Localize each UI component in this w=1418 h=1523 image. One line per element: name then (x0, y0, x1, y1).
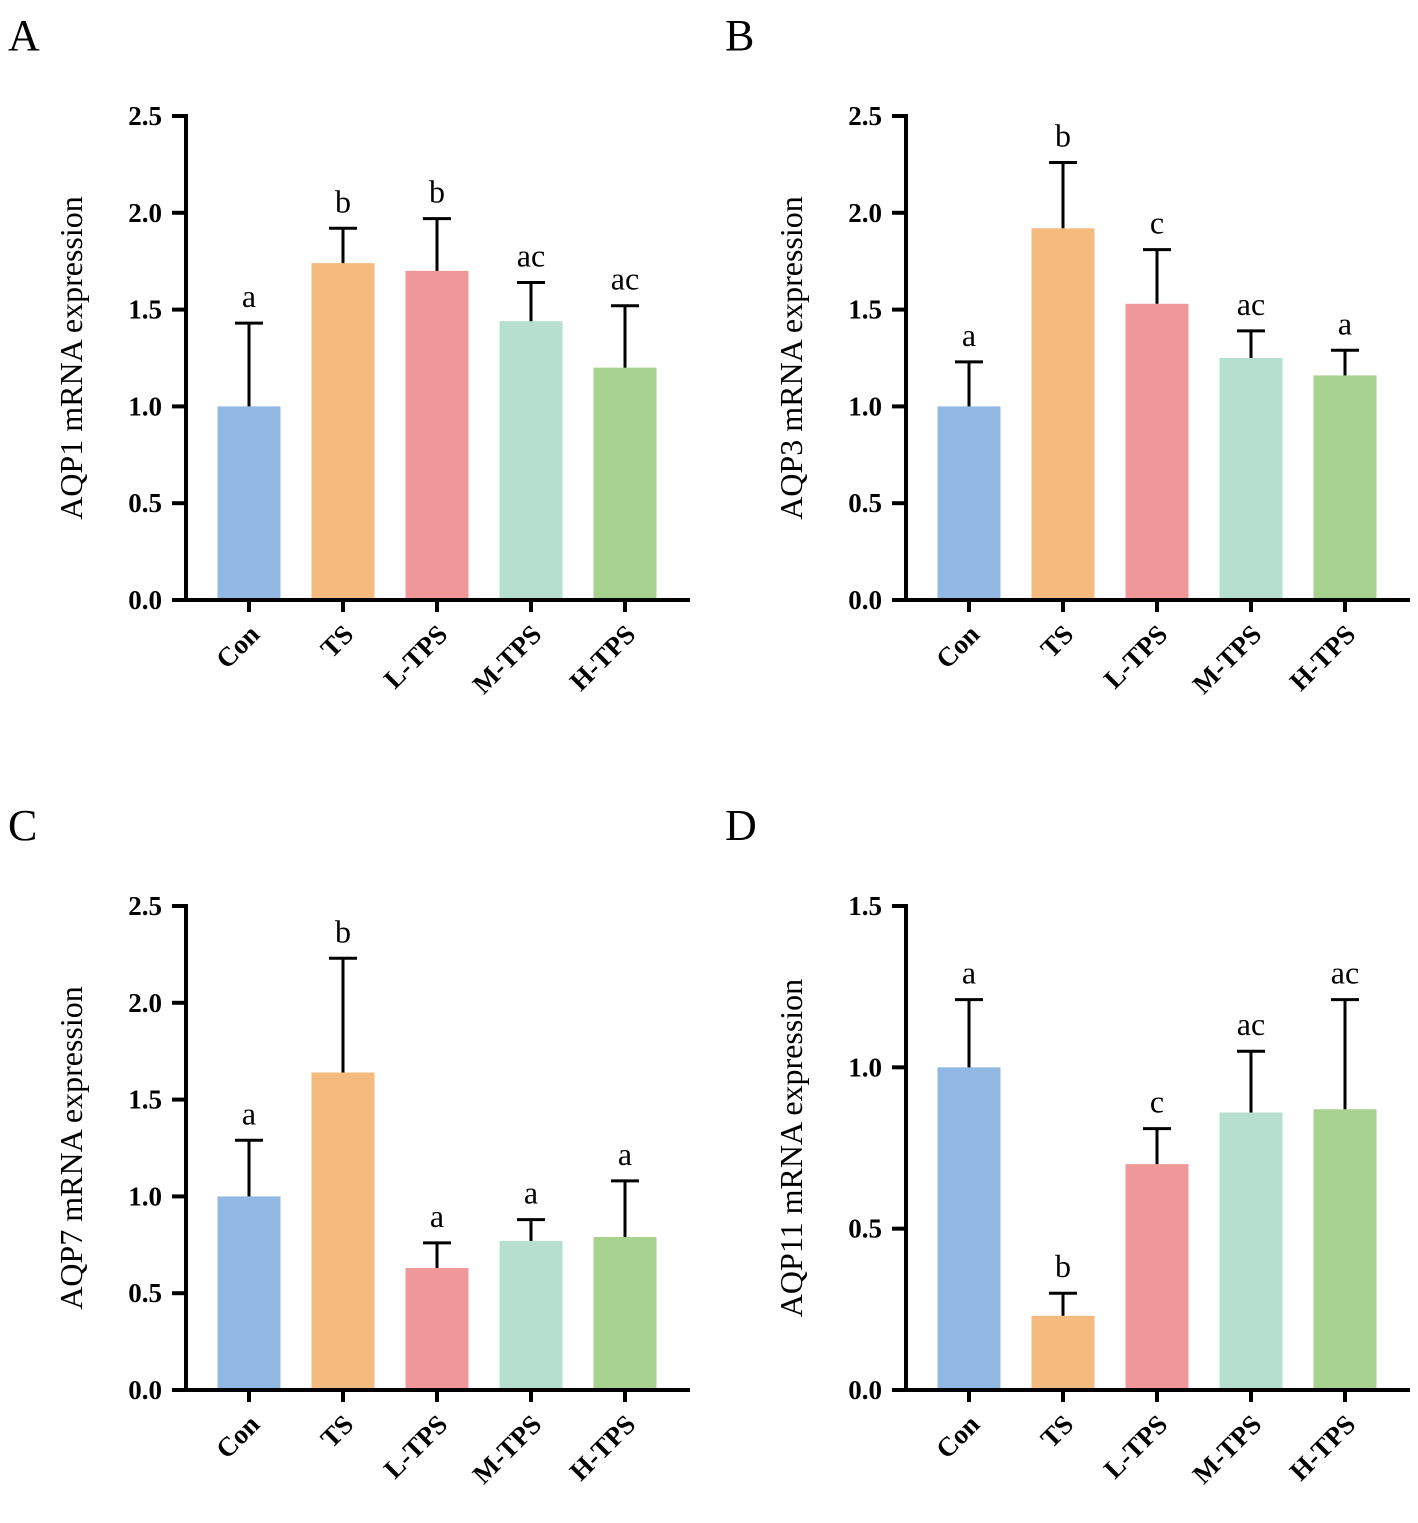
x-tick-label: Con (930, 1409, 985, 1464)
x-tick-label: L-TPS (1098, 619, 1173, 694)
significance-label: b (335, 913, 351, 949)
y-tick-label: 1.5 (848, 295, 882, 325)
x-tick-label: L-TPS (1098, 1409, 1173, 1484)
bar-m-tps (499, 321, 563, 600)
panel-c: C AQP7 mRNA expression a Con b TS a L-TPS a M-TPS… (8, 801, 690, 1490)
x-tick-label: M-TPS (1187, 1409, 1268, 1490)
bar-m-tps (1219, 358, 1283, 600)
y-tick-label: 1.0 (128, 1181, 162, 1211)
x-tick-label: TS (1035, 1409, 1080, 1454)
y-tick-label: 0.5 (848, 488, 882, 518)
y-axis-label: AQP11 mRNA expression (773, 979, 809, 1317)
x-tick-label: Con (930, 619, 985, 674)
y-tick-label: 2.0 (848, 198, 882, 228)
y-tick-label: 2.0 (128, 988, 162, 1018)
y-tick-label: 2.5 (848, 101, 882, 131)
panel-letter: C (8, 801, 37, 850)
significance-label: c (1150, 205, 1164, 241)
bar-h-tps (593, 1237, 657, 1390)
x-tick-label: H-TPS (1284, 1409, 1361, 1486)
y-tick-label: 1.0 (848, 391, 882, 421)
x-tick-label: L-TPS (378, 1409, 453, 1484)
x-tick-label: TS (315, 619, 360, 664)
panel-d: D AQP11 mRNA expression a Con b TS c L-TPS ac M-T… (725, 801, 1410, 1490)
bar-l-tps (405, 270, 469, 600)
significance-label: a (962, 955, 976, 991)
x-tick-label: L-TPS (378, 619, 453, 694)
x-tick-label: TS (1035, 619, 1080, 664)
x-tick-label: M-TPS (467, 619, 548, 700)
significance-label: c (1150, 1084, 1164, 1120)
bar-ts (1031, 1315, 1095, 1390)
bar-l-tps (405, 1268, 469, 1390)
y-tick-label: 1.5 (128, 1085, 162, 1115)
significance-label: ac (1237, 286, 1265, 322)
bar-l-tps (1125, 1164, 1189, 1390)
bar-h-tps (1313, 375, 1377, 600)
bar-con (937, 1067, 1001, 1390)
x-tick-label: TS (315, 1409, 360, 1454)
bar-con (217, 406, 281, 600)
panel-letter: A (8, 11, 40, 60)
y-tick-label: 1.0 (848, 1052, 882, 1082)
y-tick-label: 2.0 (128, 198, 162, 228)
x-tick-label: H-TPS (564, 619, 641, 696)
significance-label: b (429, 174, 445, 210)
x-tick-label: H-TPS (1284, 619, 1361, 696)
significance-label: a (524, 1175, 538, 1211)
bar-m-tps (499, 1240, 563, 1390)
significance-label: a (618, 1136, 632, 1172)
bar-h-tps (593, 367, 657, 600)
y-tick-label: 1.5 (848, 891, 882, 921)
panel-letter: D (725, 801, 757, 850)
significance-label: ac (517, 237, 545, 273)
significance-label: a (1338, 305, 1352, 341)
y-axis-label: AQP1 mRNA expression (53, 196, 89, 520)
bar-con (937, 406, 1001, 600)
y-tick-label: 1.5 (128, 295, 162, 325)
bar-h-tps (1313, 1109, 1377, 1390)
y-axis-label: AQP3 mRNA expression (773, 196, 809, 520)
significance-label: a (242, 1095, 256, 1131)
bar-ts (1031, 228, 1095, 600)
y-tick-label: 0.5 (848, 1214, 882, 1244)
x-tick-label: M-TPS (1187, 619, 1268, 700)
y-tick-label: 0.5 (128, 488, 162, 518)
significance-label: ac (611, 261, 639, 297)
y-tick-label: 0.0 (848, 585, 882, 615)
bar-con (217, 1196, 281, 1390)
significance-label: a (242, 278, 256, 314)
y-tick-label: 0.0 (848, 1375, 882, 1405)
panel-b: B AQP3 mRNA expression a Con b TS c L-TPS ac M-TP… (725, 11, 1410, 700)
y-tick-label: 2.5 (128, 101, 162, 131)
significance-label: b (1055, 117, 1071, 153)
y-tick-label: 0.0 (128, 585, 162, 615)
bar-ts (311, 1072, 375, 1390)
y-tick-label: 1.0 (128, 391, 162, 421)
significance-label: ac (1331, 955, 1359, 991)
y-tick-label: 0.0 (128, 1375, 162, 1405)
significance-label: b (1055, 1248, 1071, 1284)
x-tick-label: M-TPS (467, 1409, 548, 1490)
significance-label: a (430, 1198, 444, 1234)
panel-a: A AQP1 mRNA expression a Con b TS b L-TPS ac M-TP… (8, 11, 690, 700)
bar-m-tps (1219, 1112, 1283, 1390)
x-tick-label: Con (210, 619, 265, 674)
bar-l-tps (1125, 303, 1189, 600)
y-tick-label: 0.5 (128, 1278, 162, 1308)
significance-label: a (962, 317, 976, 353)
significance-label: ac (1237, 1006, 1265, 1042)
bar-ts (311, 263, 375, 600)
x-tick-label: H-TPS (564, 1409, 641, 1486)
significance-label: b (335, 183, 351, 219)
panel-letter: B (725, 11, 754, 60)
x-tick-label: Con (210, 1409, 265, 1464)
y-tick-label: 2.5 (128, 891, 162, 921)
y-axis-label: AQP7 mRNA expression (53, 986, 89, 1310)
